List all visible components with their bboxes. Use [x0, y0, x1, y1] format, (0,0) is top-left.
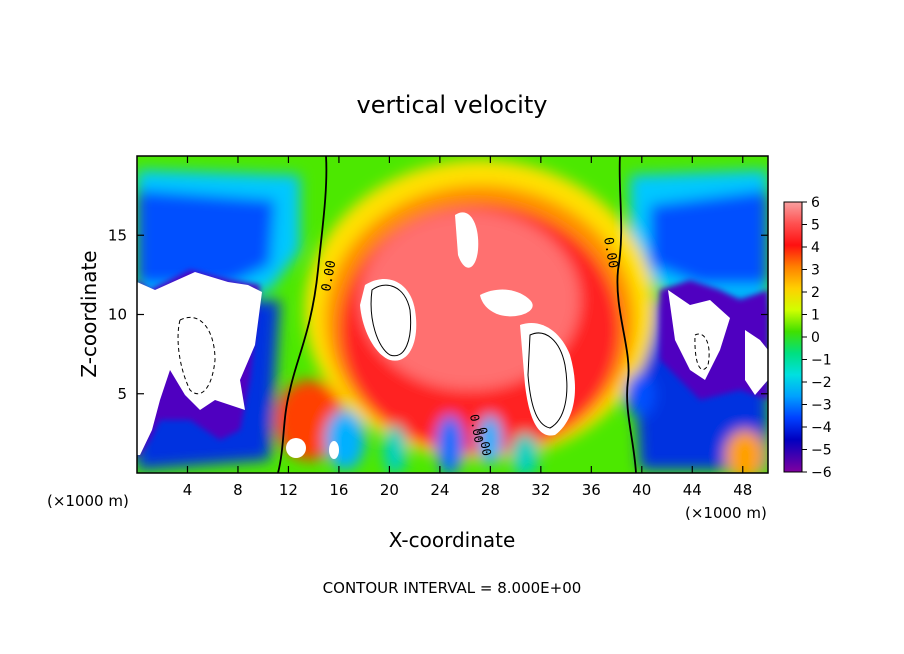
colorbar-tick-label: 6: [811, 195, 820, 211]
x-tick-label: 32: [531, 481, 550, 499]
x-tick-label: 4: [183, 481, 193, 499]
contour-label: 0.00: [600, 236, 620, 269]
contour-interval-note: CONTOUR INTERVAL = 8.000E+00: [323, 579, 582, 597]
colorbar-tick-label: 4: [811, 240, 820, 256]
x-tick-label: 44: [683, 481, 702, 499]
x-tick-label: 8: [233, 481, 243, 499]
x-tick-label: 20: [380, 481, 399, 499]
x-axis: 4 8 12 16 20 24 28 32 36 40 44 48: [183, 156, 752, 499]
contour-label: 0.00: [475, 426, 494, 457]
heatmap-field: [137, 156, 768, 473]
colorbar-tick-label: −1: [811, 353, 832, 369]
contour-label: 0.00: [467, 413, 486, 444]
y-tick-label: 10: [108, 306, 127, 324]
colorbar-tick-label: −2: [811, 375, 832, 391]
colorbar-tick-label: −4: [811, 420, 832, 436]
positive-contours: [370, 284, 568, 429]
x-axis-title: X-coordinate: [389, 528, 516, 552]
x-tick-label: 48: [733, 481, 752, 499]
x-tick-label: 40: [632, 481, 651, 499]
colorbar-tick-label: −5: [811, 443, 832, 459]
colorbar: 6 5 4 3 2 1 0 −1 −2 −3 −4 −5 −6: [783, 195, 832, 481]
x-tick-label: 12: [279, 481, 298, 499]
x-tick-label: 36: [582, 481, 601, 499]
colorbar-tick-label: 0: [811, 330, 820, 346]
x-tick-label: 24: [430, 481, 449, 499]
x-tick-label: 28: [481, 481, 500, 499]
colorbar-tick-label: 2: [811, 285, 820, 301]
colorbar-tick-label: 3: [811, 263, 820, 279]
negative-contours: [177, 317, 710, 395]
y-axis-title: Z-coordinate: [77, 250, 101, 377]
colorbar-tick-label: −3: [811, 398, 832, 414]
y-tick-label: 5: [117, 385, 127, 403]
x-unit-label-right: (×1000 m): [685, 504, 767, 522]
colorbar-tick-label: 1: [811, 308, 820, 324]
x-tick-label: 16: [329, 481, 348, 499]
y-tick-label: 15: [108, 226, 127, 244]
zero-contours: [277, 156, 637, 473]
chart-title: vertical velocity: [357, 91, 548, 119]
y-axis: 5 10 15: [108, 226, 768, 403]
colorbar-tick-label: −6: [811, 465, 832, 481]
colorbar-tick-label: 5: [811, 218, 820, 234]
contour-label: 0.00: [319, 259, 339, 292]
x-unit-label-left: (×1000 m): [47, 492, 129, 510]
